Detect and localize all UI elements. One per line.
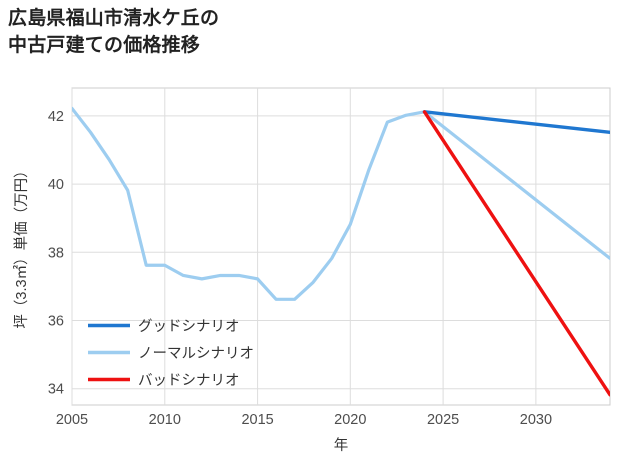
x-tick-2010: 2010	[149, 412, 181, 428]
legend-label-normal: ノーマルシナリオ	[138, 346, 254, 362]
x-tick-labels: 2005 2010 2015 2020 2025 2030	[56, 412, 552, 428]
series-line-good	[422, 110, 610, 135]
legend-label-bad: バッドシナリオ	[138, 373, 240, 389]
legend-label-good: グッドシナリオ	[138, 318, 240, 335]
chart-title-line-2: 中古戸建ての価格推移	[8, 34, 201, 56]
x-tick-2015: 2015	[241, 412, 273, 428]
y-gridlines	[72, 115, 610, 390]
series-layer	[72, 106, 610, 397]
chart-title: 広島県福山市清水ケ丘の 中古戸建ての価格推移	[8, 6, 219, 60]
y-tick-labels: 34 36 38 40 42	[48, 109, 64, 398]
x-tick-2005: 2005	[56, 412, 88, 428]
x-tick-2020: 2020	[334, 412, 366, 428]
chart-title-line-1: 広島県福山市清水ケ丘の	[8, 8, 220, 29]
series-line-bad	[422, 110, 610, 397]
y-axis-title: 坪（3.3㎡）単価（万円）	[13, 163, 30, 328]
y-tick-38: 38	[48, 245, 64, 261]
series-line-normal	[72, 106, 610, 301]
x-axis-title: 年	[334, 437, 349, 454]
x-tick-2025: 2025	[427, 412, 459, 428]
y-tick-34: 34	[48, 382, 64, 398]
y-tick-36: 36	[48, 314, 64, 330]
y-tick-40: 40	[48, 177, 64, 193]
x-tick-2030: 2030	[520, 412, 552, 428]
legend: グッドシナリオ ノーマルシナリオ バッドシナリオ	[88, 318, 254, 389]
plot-frame	[71, 87, 611, 406]
y-tick-42: 42	[48, 109, 64, 125]
